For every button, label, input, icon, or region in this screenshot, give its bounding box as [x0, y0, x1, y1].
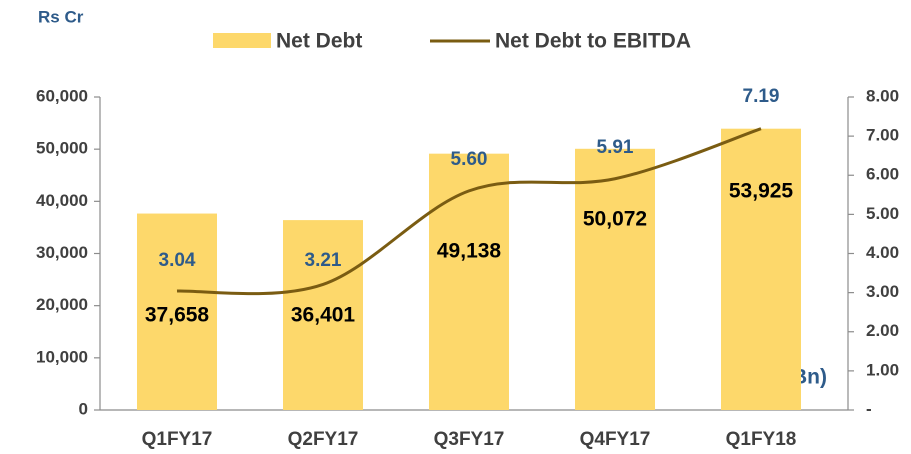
y-tick-label: 10,000	[36, 347, 88, 366]
bar	[429, 153, 509, 410]
y2-tick-label: 6.00	[866, 165, 899, 184]
bar-value-label: 36,401	[291, 304, 356, 327]
y2-tick-label: 5.00	[866, 204, 899, 223]
x-tick-label: Q2FY17	[288, 429, 359, 450]
line	[176, 127, 762, 296]
x-tick-label: Q1FY17	[142, 429, 213, 450]
unit-note: Rs Cr	[38, 7, 84, 26]
bar	[137, 213, 217, 410]
line-value-label: 5.91	[597, 137, 634, 158]
y2-tick-label: 3.00	[866, 282, 899, 301]
x-tick-label: Q3FY17	[434, 429, 505, 450]
bar	[721, 128, 801, 410]
line-value-label: 7.19	[743, 86, 780, 107]
y-tick-label: 30,000	[36, 243, 88, 262]
x-tick-label: Q4FY17	[580, 429, 651, 450]
bar	[575, 148, 655, 410]
legend-swatch	[213, 33, 271, 48]
y-tick-label: 0	[79, 399, 88, 418]
bar-value-label: 37,658	[145, 304, 210, 327]
y-tick-label: 20,000	[36, 295, 88, 314]
x-tick-label: Q1FY18	[726, 429, 797, 450]
bar-value-label: 49,138	[437, 240, 502, 263]
legend-label: Net Debt to EBITDA	[495, 30, 691, 53]
bar-value-label: 50,072	[583, 208, 647, 231]
bar	[283, 220, 363, 410]
y2-tick-label: 7.00	[866, 126, 899, 145]
y2-tick-label: 2.00	[866, 321, 899, 340]
bar-value-label: 53,925	[729, 180, 794, 203]
y-tick-label: 60,000	[36, 86, 88, 105]
y-tick-label: 40,000	[36, 191, 88, 210]
line-value-label: 5.60	[451, 149, 488, 170]
y2-tick-label: 1.00	[866, 360, 899, 379]
line-value-label: 3.04	[159, 250, 196, 271]
legend-label: Net Debt	[276, 30, 362, 53]
y2-tick-label: 4.00	[866, 243, 899, 262]
y2-tick-label: -	[866, 399, 872, 418]
y2-tick-label: 8.00	[866, 86, 899, 105]
y-tick-label: 50,000	[36, 139, 88, 158]
line-value-label: 3.21	[305, 250, 342, 271]
